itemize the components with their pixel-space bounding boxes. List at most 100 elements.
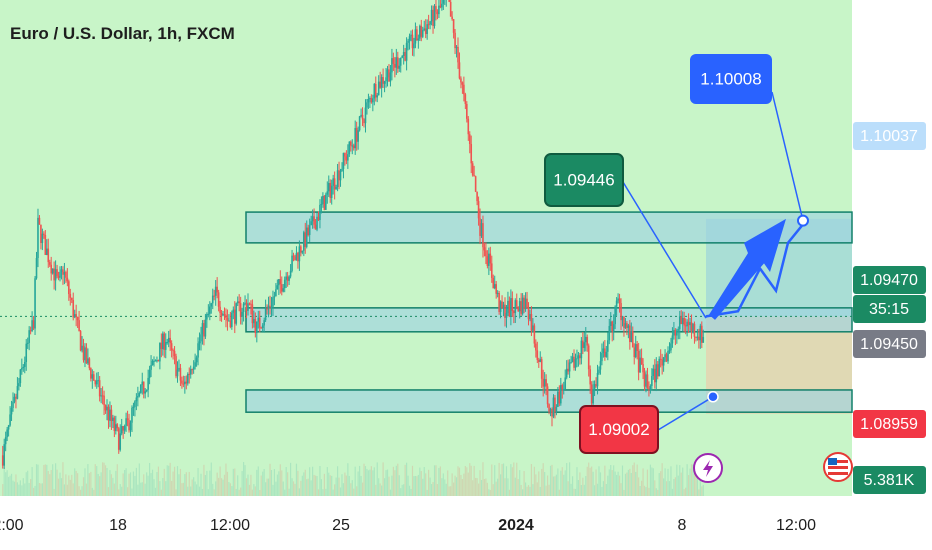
volume-bar [453,482,455,496]
volume-bar [570,483,572,496]
volume-bar [657,489,659,496]
candle-body [104,405,107,411]
callout-stop[interactable]: 1.09002 [579,405,659,454]
candle-body [609,321,612,326]
volume-bar [510,464,512,496]
volume-bar [685,487,687,496]
candle-body [156,360,158,362]
volume-bar [566,463,568,496]
volume-bar [444,479,446,496]
volume-bar [94,464,96,496]
volume-bar [679,465,681,496]
volume-bar [579,472,581,496]
volume-bar [75,470,77,496]
volume-bar [149,462,151,496]
candle-body [304,232,307,247]
candle-body [347,154,349,161]
volume-bar [702,484,704,496]
candle-body [485,250,487,257]
candle-body [300,246,302,253]
candle-body [524,298,527,310]
candle-body [448,0,450,2]
volume-bar [359,465,361,496]
time-tick-label: 12:00 [776,517,816,534]
candle-body [442,0,445,4]
volume-bar [516,462,518,496]
candle-body [169,337,171,344]
volume-bar [229,483,231,496]
candle-body [567,368,569,372]
candle-body [48,262,51,265]
candle-body [391,58,393,73]
zone-resistance[interactable] [245,211,853,244]
candle-body [678,316,681,330]
volume-bar [670,466,672,496]
candle-body [280,284,283,292]
candle-body [438,5,440,15]
volume-bar [604,465,606,496]
candle-body [311,216,314,222]
volume-bar [687,475,690,496]
volume-bar [222,479,224,496]
callout-entry[interactable]: 1.09446 [544,153,624,207]
candle-body [417,38,420,41]
volume-bar [91,487,93,496]
candle-body [667,351,669,362]
candle-body [22,366,25,369]
volume-bar [547,475,549,496]
us-flag-icon[interactable] [823,452,853,482]
volume-bar [157,466,159,496]
price-tag-label: 1.09470 [860,272,918,289]
volume-bar [583,484,585,496]
lightning-icon[interactable] [693,453,723,483]
volume-bar [235,488,237,496]
candle-body [439,5,442,8]
candle-body [151,360,154,365]
candle-body [241,311,243,317]
candle-body [129,422,132,431]
volume-bar [220,478,223,496]
stop-point[interactable] [707,391,719,403]
volume-bar [511,467,513,496]
time-axis[interactable]: 2:00 18 12:00 25 2024 8 12:00 [0,517,816,534]
candle-body [123,425,126,431]
volume-bar [301,475,303,496]
volume-bar [291,478,293,496]
callout-target[interactable]: 1.10008 [690,54,772,104]
candle-body [411,34,414,49]
volume-bar [520,484,522,496]
candle-body [389,72,392,82]
candle-body [696,336,699,338]
volume-bar [602,481,604,496]
volume-bar [661,463,663,496]
volume-bar [517,479,519,496]
zone-pivot[interactable] [245,307,853,333]
volume-bar [140,482,142,496]
volume-bar [406,462,408,496]
candle-body [654,368,656,383]
candle-body [668,350,671,352]
candle-body [517,306,520,312]
volume-bar [319,465,321,496]
volume-bar [535,474,537,496]
candle-body [539,359,542,362]
candle-body [97,380,99,382]
volume-bar [523,471,525,496]
volume-bar [485,478,487,496]
candle-body [535,343,537,351]
candle-body [493,284,496,289]
volume-bar [654,480,656,496]
candle-body [176,369,179,377]
volume-bar [201,488,204,496]
volume-bar [417,474,419,496]
target-point[interactable] [797,214,809,227]
candle-body [278,279,280,286]
volume-bar [115,470,117,496]
candle-body [160,342,163,350]
candle-body [137,396,139,398]
candle-body [460,78,462,83]
candle-body [360,114,362,117]
volume-bar [84,468,86,496]
candle-body [167,337,170,343]
